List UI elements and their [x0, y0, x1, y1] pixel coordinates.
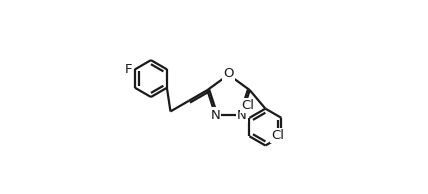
Text: N: N	[211, 109, 220, 122]
Text: O: O	[223, 67, 234, 80]
Text: N: N	[237, 109, 247, 122]
Text: Cl: Cl	[271, 129, 284, 142]
Text: F: F	[125, 63, 132, 76]
Text: Cl: Cl	[241, 99, 254, 112]
